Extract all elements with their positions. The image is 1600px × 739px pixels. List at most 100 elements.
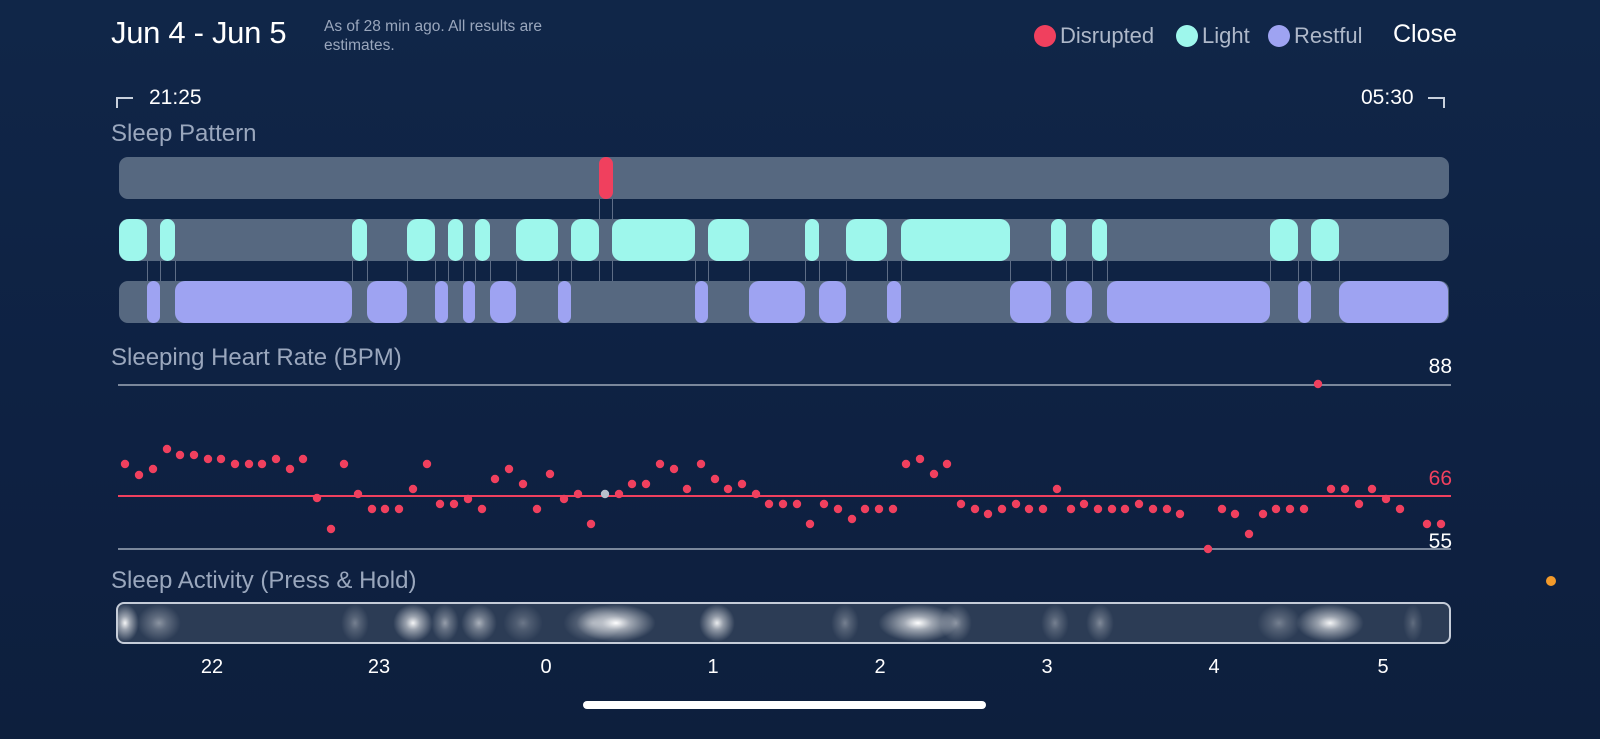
light-lane[interactable]: [119, 219, 1449, 261]
heart-rate-point: [1340, 484, 1350, 494]
restful-segment: [1298, 281, 1311, 323]
x-tick-1: 1: [707, 656, 719, 678]
heart-rate-point: [1217, 504, 1227, 514]
activity-band: [118, 604, 139, 642]
heart-rate-point: [1066, 504, 1076, 514]
heart-rate-point: [942, 459, 952, 469]
end-time: 05:30: [1361, 86, 1445, 110]
x-tick-3: 3: [1041, 656, 1053, 678]
heart-rate-point: [614, 489, 624, 499]
stage-connector: [490, 258, 491, 284]
stage-connector: [367, 258, 368, 284]
hr-average-label: 66: [1428, 467, 1452, 490]
stage-connector: [1339, 258, 1340, 284]
restful-segment: [490, 281, 516, 323]
activity-band: [1296, 604, 1364, 642]
heart-rate-point: [929, 469, 939, 479]
heart-rate-point: [764, 499, 774, 509]
heart-rate-point: [669, 464, 679, 474]
restful-segment: [1339, 281, 1448, 323]
restful-segment: [1107, 281, 1270, 323]
heart-rate-point: [723, 484, 733, 494]
light-segment: [448, 219, 463, 261]
heart-rate-point: [216, 454, 226, 464]
heart-rate-point: [956, 499, 966, 509]
heart-rate-point: [298, 454, 308, 464]
heart-rate-point: [339, 459, 349, 469]
stage-connector: [1298, 258, 1299, 284]
restful-segment: [558, 281, 571, 323]
heart-rate-point: [326, 524, 336, 534]
light-segment: [407, 219, 435, 261]
light-segment: [708, 219, 749, 261]
stage-connector: [612, 258, 613, 284]
light-segment: [352, 219, 367, 261]
heart-rate-point: [353, 489, 363, 499]
restful-segment: [147, 281, 160, 323]
stage-connector: [708, 258, 709, 284]
stage-connector: [147, 258, 148, 284]
heart-rate-point: [805, 519, 815, 529]
disrupted-lane[interactable]: [119, 157, 1449, 199]
heart-rate-point: [559, 494, 569, 504]
activity-band: [137, 604, 181, 642]
heart-rate-point: [189, 450, 199, 460]
heart-rate-point: [1107, 504, 1117, 514]
heart-rate-point: [682, 484, 692, 494]
heart-rate-point: [477, 504, 487, 514]
heart-rate-point: [792, 499, 802, 509]
heart-rate-point: [860, 504, 870, 514]
restful-segment: [749, 281, 805, 323]
restful-segment: [175, 281, 352, 323]
heart-rate-point: [1422, 519, 1432, 529]
activity-band: [576, 604, 656, 642]
hr-max-label: 88: [1428, 355, 1452, 378]
stage-connector: [819, 258, 820, 284]
legend-disrupted-label: Disrupted: [1060, 23, 1155, 48]
heart-rate-point: [504, 464, 514, 474]
start-bracket-icon: [116, 96, 133, 108]
heart-rate-scatter[interactable]: [0, 0, 1600, 600]
legend-light-label: Light: [1202, 23, 1250, 48]
end-bracket-icon: [1427, 96, 1445, 108]
disrupted-swatch-icon: [1034, 25, 1056, 47]
close-button[interactable]: Close: [1393, 20, 1457, 48]
heart-rate-point: [1203, 544, 1213, 554]
home-indicator[interactable]: [583, 701, 986, 709]
stage-connector: [1092, 258, 1093, 284]
activity-band: [940, 604, 972, 642]
restful-lane[interactable]: [119, 281, 1449, 323]
legend-restful-label: Restful: [1294, 23, 1363, 48]
estimate-note: As of 28 min ago. All results are estima…: [324, 18, 542, 54]
heart-rate-point: [1120, 504, 1130, 514]
heart-rate-point: [244, 459, 254, 469]
heart-rate-point: [874, 504, 884, 514]
sleep-activity-bar[interactable]: [116, 602, 1451, 644]
heart-rate-point: [148, 464, 158, 474]
heart-rate-point: [1271, 504, 1281, 514]
heart-rate-point: [367, 504, 377, 514]
heart-rate-point: [545, 469, 555, 479]
stage-connector: [749, 258, 750, 284]
heart-rate-point: [162, 444, 172, 454]
stage-connector: [1010, 258, 1011, 284]
start-time: 21:25: [116, 86, 202, 110]
light-segment: [1270, 219, 1298, 261]
heart-rate-point: [134, 470, 144, 480]
heart-rate-point: [847, 514, 857, 524]
heart-rate-point: [833, 504, 843, 514]
heart-rate-point: [1052, 484, 1062, 494]
light-segment: [1092, 219, 1107, 261]
heart-rate-point: [696, 459, 706, 469]
activity-band: [503, 604, 543, 642]
stage-connector: [435, 258, 436, 284]
heart-rate-point: [641, 479, 651, 489]
stage-connector: [475, 258, 476, 284]
heart-rate-point: [1381, 494, 1391, 504]
heart-rate-point: [1175, 509, 1185, 519]
stage-connector: [901, 258, 902, 284]
heart-rate-point: [394, 504, 404, 514]
restful-segment: [463, 281, 475, 323]
stage-connector: [448, 258, 449, 284]
heart-rate-point: [901, 459, 911, 469]
